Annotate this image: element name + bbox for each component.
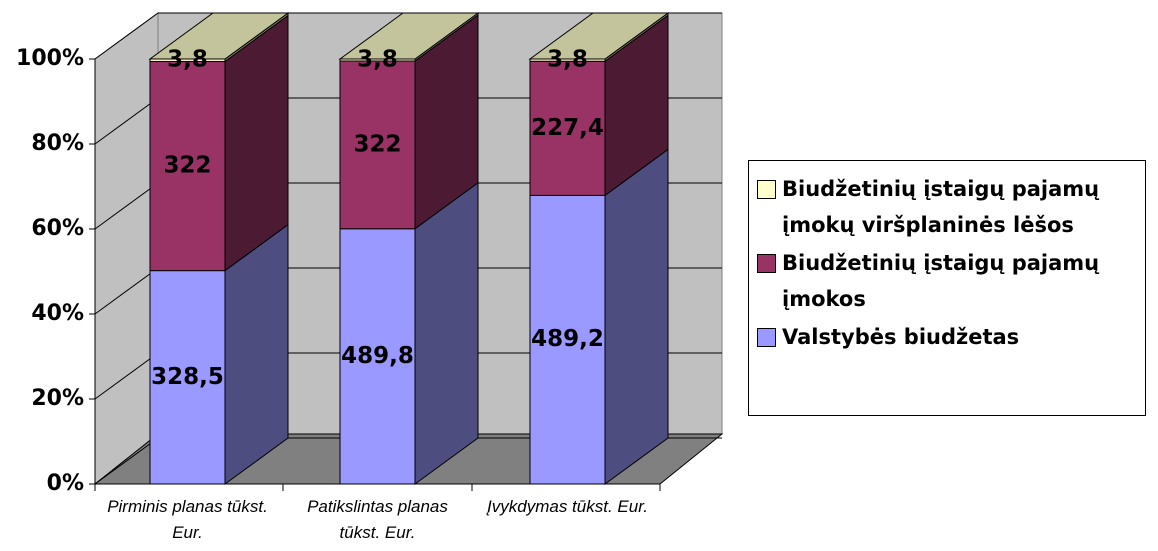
bar bbox=[529, 60, 606, 196]
legend: Biudžetinių įstaigų pajamų įmokų viršpla… bbox=[748, 160, 1146, 416]
legend-item: Valstybės biudžetas bbox=[757, 319, 1137, 355]
grid-line bbox=[94, 12, 159, 60]
grid-line bbox=[94, 437, 159, 485]
x-tick-label: Patikslintas planas tūkst. Eur. bbox=[307, 497, 448, 542]
x-tick-label: Pirminis planas tūkst. Eur. bbox=[107, 497, 268, 542]
data-label: 322 bbox=[353, 131, 401, 157]
grid-line bbox=[94, 182, 159, 230]
data-label: 489,8 bbox=[341, 343, 414, 369]
legend-label: Biudžetinių įstaigų pajamų įmokų viršpla… bbox=[782, 177, 1100, 237]
y-tick-label: 60% bbox=[31, 216, 84, 241]
bar bbox=[339, 228, 416, 485]
y-tick-label: 0% bbox=[47, 471, 84, 496]
bar-top bbox=[528, 12, 670, 60]
data-label: 3,8 bbox=[167, 47, 208, 73]
data-label: 322 bbox=[163, 153, 211, 179]
bar-side bbox=[604, 148, 669, 485]
y-tick-label: 40% bbox=[31, 301, 84, 326]
data-label: 3,8 bbox=[357, 46, 398, 72]
data-label: 328,5 bbox=[151, 364, 224, 390]
grid-line bbox=[94, 97, 159, 145]
legend-swatch bbox=[757, 254, 776, 273]
grid-line bbox=[94, 267, 159, 315]
legend-swatch bbox=[757, 328, 776, 347]
legend-label: Biudžetinių įstaigų pajamų įmokos bbox=[782, 251, 1100, 311]
data-label: 3,8 bbox=[547, 47, 588, 73]
bar bbox=[529, 194, 606, 485]
y-tick-label: 20% bbox=[31, 386, 84, 411]
data-label: 227,4 bbox=[531, 115, 604, 141]
bar bbox=[149, 270, 226, 485]
legend-swatch bbox=[757, 180, 776, 199]
x-tick-label: Įvykdymas tūkst. Eur. bbox=[487, 497, 648, 516]
y-tick-label: 100% bbox=[16, 46, 84, 71]
legend-item: Biudžetinių įstaigų pajamų įmokų viršpla… bbox=[757, 171, 1137, 243]
legend-label: Valstybės biudžetas bbox=[782, 325, 1020, 349]
grid-line bbox=[94, 352, 159, 400]
y-tick-label: 80% bbox=[31, 131, 84, 156]
bar-top bbox=[338, 12, 480, 60]
data-label: 489,2 bbox=[531, 326, 604, 352]
bar bbox=[149, 60, 226, 272]
bar bbox=[339, 60, 416, 230]
legend-item: Biudžetinių įstaigų pajamų įmokos bbox=[757, 245, 1137, 317]
side-wall bbox=[94, 12, 159, 486]
bar-side bbox=[414, 181, 479, 485]
bar-top bbox=[148, 12, 290, 60]
